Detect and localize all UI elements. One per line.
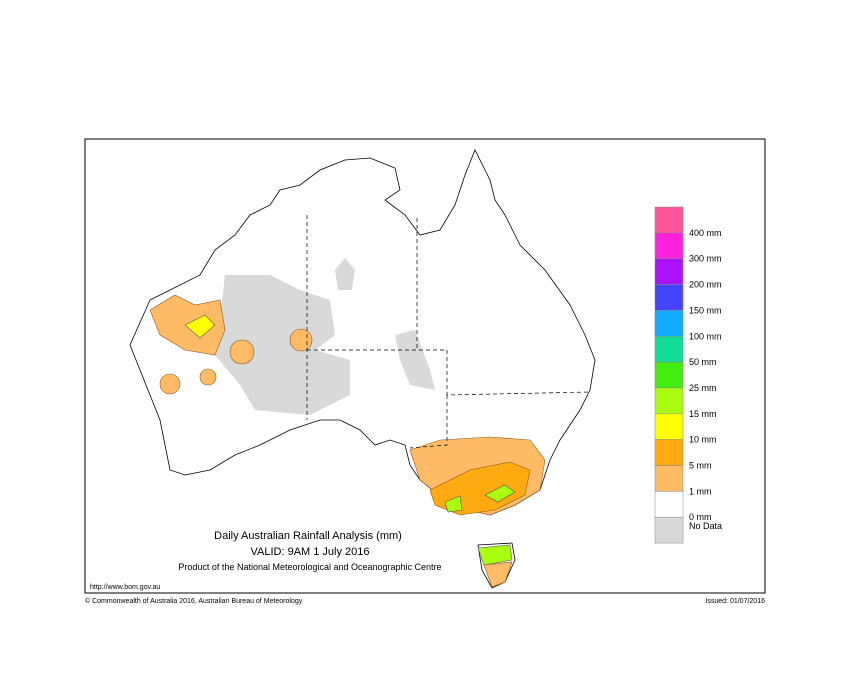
no-data-area: [335, 258, 355, 290]
legend-label: 200 mm: [689, 280, 722, 290]
valid-time: VALID: 9AM 1 July 2016: [250, 546, 369, 558]
legend-label: 50 mm: [689, 357, 717, 367]
legend-swatch: [654, 206, 684, 234]
legend-swatch: [654, 516, 684, 544]
product-note: Product of the National Meteorological a…: [178, 562, 441, 572]
legend-swatch: [654, 310, 684, 337]
legend-swatch: [654, 258, 684, 285]
legend-swatch: [654, 491, 684, 518]
state-borders: [306, 215, 591, 449]
legend-label: 10 mm: [689, 435, 717, 445]
legend-label: 0 mm: [689, 512, 712, 522]
legend-swatch: [654, 284, 684, 311]
legend-swatch: [654, 439, 684, 466]
rain-area: [289, 328, 313, 352]
rain-area: [229, 339, 255, 365]
legend-swatch: [654, 232, 684, 259]
rain-area: [444, 484, 516, 513]
australia-map: [129, 149, 596, 589]
legend-label: 150 mm: [689, 305, 722, 315]
rain-area: [199, 368, 217, 386]
legend-label: 15 mm: [689, 409, 717, 419]
legend-label: 1 mm: [689, 486, 712, 496]
legend-swatch: [654, 336, 684, 363]
legend-label: 25 mm: [689, 383, 717, 393]
legend-swatch: [654, 387, 684, 415]
legend-swatch: [654, 465, 684, 492]
legend-label: 100 mm: [689, 331, 722, 341]
rain-area: [159, 373, 181, 395]
legend-label: 400 mm: [689, 228, 722, 238]
legend-label: 5 mm: [689, 461, 712, 471]
mainland: [129, 149, 596, 516]
source-url: http://www.bom.gov.au: [90, 584, 160, 591]
copyright: © Commonwealth of Australia 2016, Austra…: [85, 597, 303, 605]
legend-swatch: [654, 361, 684, 389]
rain-area: [483, 561, 513, 588]
legend-swatch: [654, 413, 684, 440]
map-title: Daily Australian Rainfall Analysis (mm): [214, 530, 402, 542]
legend-label: 300 mm: [689, 254, 722, 264]
rain-area: [184, 314, 216, 339]
no-data-area: [395, 330, 435, 390]
issued-date: Issued: 01/07/2016: [705, 598, 765, 605]
no-data-area: [215, 275, 350, 415]
legend: 400 mm 300 mm 200 mm 150 mm 100 mm 50 mm 25 mm…: [654, 206, 722, 544]
legend-label: No Data: [689, 521, 722, 531]
rain-area: [477, 544, 513, 566]
